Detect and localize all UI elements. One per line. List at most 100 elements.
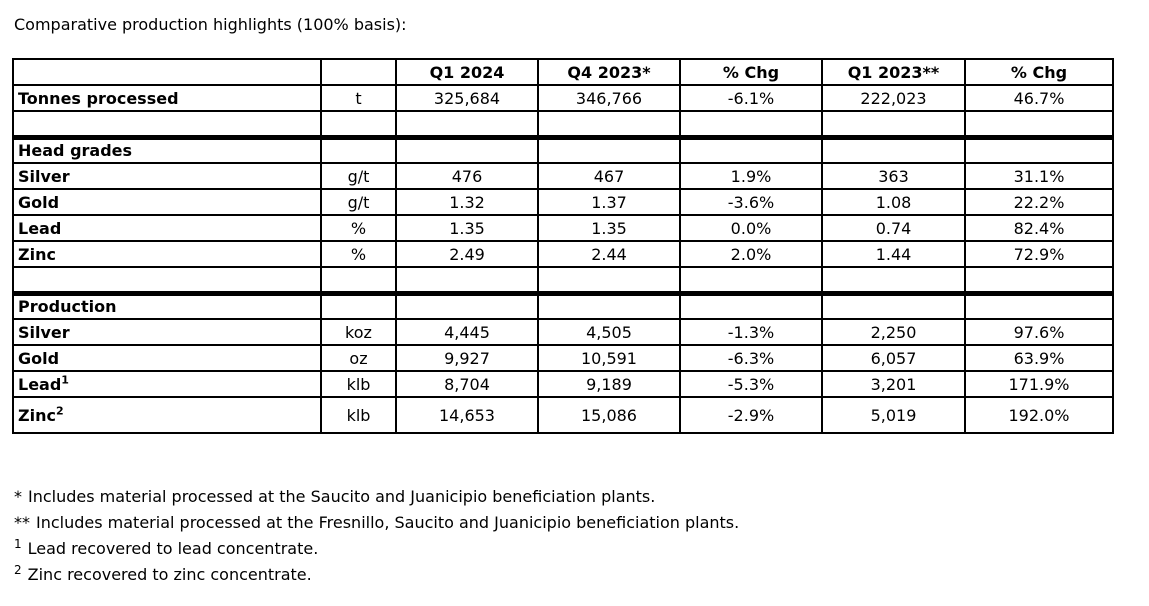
cell-unit: g/t [320, 162, 397, 190]
header-q4-2023: Q4 2023* [537, 58, 681, 86]
table-row-tonnes-processed: Tonnes processed t 325,684 346,766 -6.1%… [12, 84, 1114, 112]
cell-unit [320, 110, 397, 138]
cell-q4-2023: 467 [537, 162, 681, 190]
cell-unit: oz [320, 344, 397, 372]
blank-row [12, 110, 1114, 138]
footnote-lead-concentrate: 1 Lead recovered to lead concentrate. [14, 536, 739, 562]
cell-q1-2023: 6,057 [821, 344, 966, 372]
cell-row-label [12, 110, 322, 138]
cell-q1-2024: 2.49 [395, 240, 539, 268]
cell-pct-chg-qoq: -5.3% [679, 370, 823, 398]
cell-q4-2023: 10,591 [537, 344, 681, 372]
cell-q4-2023: 1.37 [537, 188, 681, 216]
page-title: Comparative production highlights (100% … [14, 15, 407, 34]
cell-pct-chg-yoy: 192.0% [964, 396, 1114, 434]
table-row-production-silver: Silver koz 4,445 4,505 -1.3% 2,250 97.6% [12, 318, 1114, 346]
table-row-head-grade-silver: Silver g/t 476 467 1.9% 363 31.1% [12, 162, 1114, 190]
cell-section-label: Production [12, 290, 322, 320]
cell-row-label: Silver [12, 318, 322, 346]
footnote-text: Zinc recovered to zinc concentrate. [27, 565, 312, 584]
header-q1-2023: Q1 2023** [821, 58, 966, 86]
cell-pct-chg-qoq: -2.9% [679, 396, 823, 434]
cell-unit [320, 290, 397, 320]
cell-row-label: Zinc2 [12, 396, 322, 434]
cell-pct-chg-yoy: 82.4% [964, 214, 1114, 242]
footnote-marker-1: 1 [14, 536, 22, 551]
cell-q1-2024: 476 [395, 162, 539, 190]
cell-q4-2023: 4,505 [537, 318, 681, 346]
header-row-label [12, 58, 322, 86]
header-q1-2024: Q1 2024 [395, 58, 539, 86]
table-row-head-grade-gold: Gold g/t 1.32 1.37 -3.6% 1.08 22.2% [12, 188, 1114, 216]
cell-pct-chg-yoy [964, 134, 1114, 164]
blank-row [12, 266, 1114, 294]
cell-pct-chg-yoy: 63.9% [964, 344, 1114, 372]
cell-pct-chg-qoq: -3.6% [679, 188, 823, 216]
cell-q1-2023: 222,023 [821, 84, 966, 112]
cell-pct-chg-yoy: 72.9% [964, 240, 1114, 268]
cell-q1-2024 [395, 110, 539, 138]
cell-q4-2023: 9,189 [537, 370, 681, 398]
row-label-text: Zinc [18, 405, 56, 425]
cell-q1-2023: 3,201 [821, 370, 966, 398]
cell-row-label: Lead1 [12, 370, 322, 398]
cell-pct-chg-qoq: -6.3% [679, 344, 823, 372]
header-pct-chg-yoy: % Chg [964, 58, 1114, 86]
cell-unit: klb [320, 396, 397, 434]
cell-q1-2024 [395, 134, 539, 164]
cell-q1-2023 [821, 266, 966, 294]
cell-q1-2024: 325,684 [395, 84, 539, 112]
cell-q4-2023: 15,086 [537, 396, 681, 434]
section-row-head-grades: Head grades [12, 134, 1114, 164]
cell-unit [320, 134, 397, 164]
section-row-production: Production [12, 290, 1114, 320]
cell-q1-2024: 4,445 [395, 318, 539, 346]
cell-pct-chg-qoq [679, 110, 823, 138]
cell-pct-chg-qoq: 2.0% [679, 240, 823, 268]
cell-q1-2024: 1.32 [395, 188, 539, 216]
footnote-ref-2: 2 [55, 404, 64, 418]
table-row-production-gold: Gold oz 9,927 10,591 -6.3% 6,057 63.9% [12, 344, 1114, 372]
cell-q1-2024: 14,653 [395, 396, 539, 434]
footnote-marker-2: 2 [14, 562, 22, 577]
cell-row-label: Tonnes processed [12, 84, 322, 112]
production-highlights-table: Q1 2024 Q4 2023* % Chg Q1 2023** % Chg T… [12, 58, 1114, 434]
footnote-fresnillo-saucito-juanicipio: ** Includes material processed at the Fre… [14, 510, 739, 536]
cell-q4-2023: 1.35 [537, 214, 681, 242]
cell-unit: t [320, 84, 397, 112]
cell-pct-chg-yoy: 22.2% [964, 188, 1114, 216]
cell-pct-chg-yoy [964, 110, 1114, 138]
table-row-production-zinc: Zinc2 klb 14,653 15,086 -2.9% 5,019 192.… [12, 396, 1114, 434]
footnote-text: Includes material processed at the Sauci… [28, 487, 656, 506]
cell-pct-chg-qoq [679, 290, 823, 320]
cell-q1-2023 [821, 110, 966, 138]
header-unit [320, 58, 397, 86]
cell-q4-2023 [537, 266, 681, 294]
cell-pct-chg-qoq: 1.9% [679, 162, 823, 190]
cell-q1-2023 [821, 134, 966, 164]
cell-pct-chg-qoq: -6.1% [679, 84, 823, 112]
footnote-zinc-concentrate: 2 Zinc recovered to zinc concentrate. [14, 562, 739, 588]
cell-unit: % [320, 214, 397, 242]
cell-q1-2024 [395, 266, 539, 294]
cell-row-label [12, 266, 322, 294]
cell-pct-chg-yoy [964, 266, 1114, 294]
cell-section-label: Head grades [12, 134, 322, 164]
cell-q1-2023 [821, 290, 966, 320]
header-pct-chg-qoq: % Chg [679, 58, 823, 86]
cell-q1-2023: 1.44 [821, 240, 966, 268]
cell-pct-chg-qoq: 0.0% [679, 214, 823, 242]
cell-unit: koz [320, 318, 397, 346]
footnote-text: Lead recovered to lead concentrate. [27, 539, 319, 558]
cell-q4-2023 [537, 290, 681, 320]
cell-row-label: Gold [12, 188, 322, 216]
cell-q1-2023: 363 [821, 162, 966, 190]
footnote-ref-1: 1 [61, 373, 69, 387]
cell-q1-2024: 9,927 [395, 344, 539, 372]
cell-pct-chg-yoy [964, 290, 1114, 320]
cell-q4-2023: 346,766 [537, 84, 681, 112]
cell-q1-2024: 1.35 [395, 214, 539, 242]
cell-pct-chg-qoq [679, 134, 823, 164]
cell-pct-chg-yoy: 31.1% [964, 162, 1114, 190]
cell-q1-2023: 2,250 [821, 318, 966, 346]
